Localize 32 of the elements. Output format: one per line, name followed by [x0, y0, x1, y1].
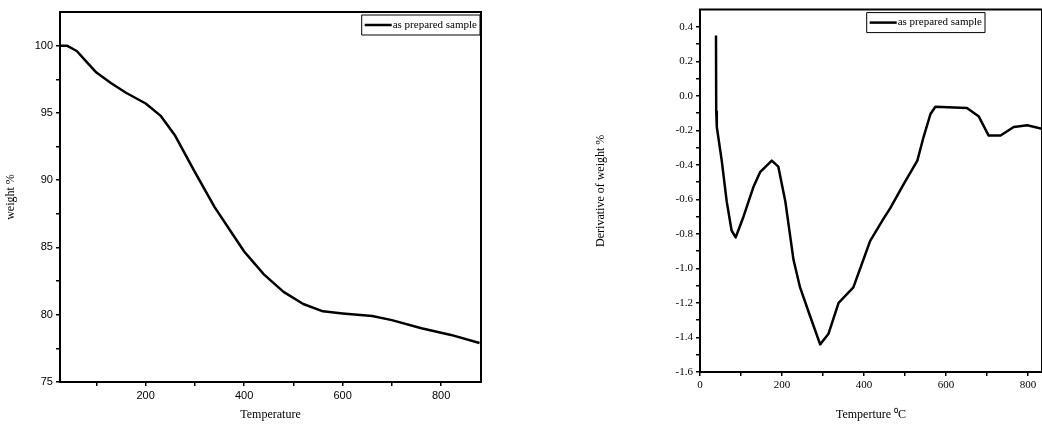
y-tick-label: -0.2: [675, 123, 693, 136]
y-axis-title: Derivative of weight %: [593, 134, 608, 247]
x-tick-label: 600: [333, 388, 352, 401]
x-axis-title: Temperature: [240, 406, 301, 421]
y-tick-label: -0.6: [675, 192, 694, 205]
x-tick-label: 400: [855, 378, 873, 391]
legend-label: as prepared sample: [392, 17, 478, 30]
y-tick-label: 95: [40, 105, 53, 118]
y-tick-label: -0.8: [675, 226, 694, 239]
x-tick-label: 200: [136, 388, 155, 401]
y-tick-label: 100: [34, 38, 53, 51]
y-tick-label: -1.0: [675, 261, 694, 274]
x-tick-label: 200: [773, 378, 791, 391]
x-tick-label: 600: [937, 378, 955, 391]
x-tick-label: 800: [1019, 378, 1037, 391]
x-tick-label: 400: [234, 388, 254, 401]
y-tick-label: -1.2: [675, 295, 693, 308]
y-tick-label: 90: [40, 173, 53, 186]
y-tick-label: 0.4: [679, 19, 694, 32]
y-tick-label: -1.4: [675, 330, 694, 343]
y-tick-label: 85: [40, 240, 53, 253]
y-tick-label: 80: [40, 307, 53, 320]
y-tick-label: 75: [40, 375, 53, 388]
y-tick-label: 0.2: [679, 54, 693, 67]
y-tick-label: 0.0: [679, 88, 694, 101]
x-tick-label: 0: [697, 378, 704, 391]
legend-label: as prepared sample: [897, 15, 983, 28]
x-axis-title: Temperture ⁰C: [835, 406, 907, 421]
x-tick-label: 800: [431, 388, 451, 401]
y-tick-label: -1.6: [675, 364, 694, 377]
y-tick-label: -0.4: [675, 157, 694, 170]
y-axis-title: weight %: [3, 174, 18, 220]
